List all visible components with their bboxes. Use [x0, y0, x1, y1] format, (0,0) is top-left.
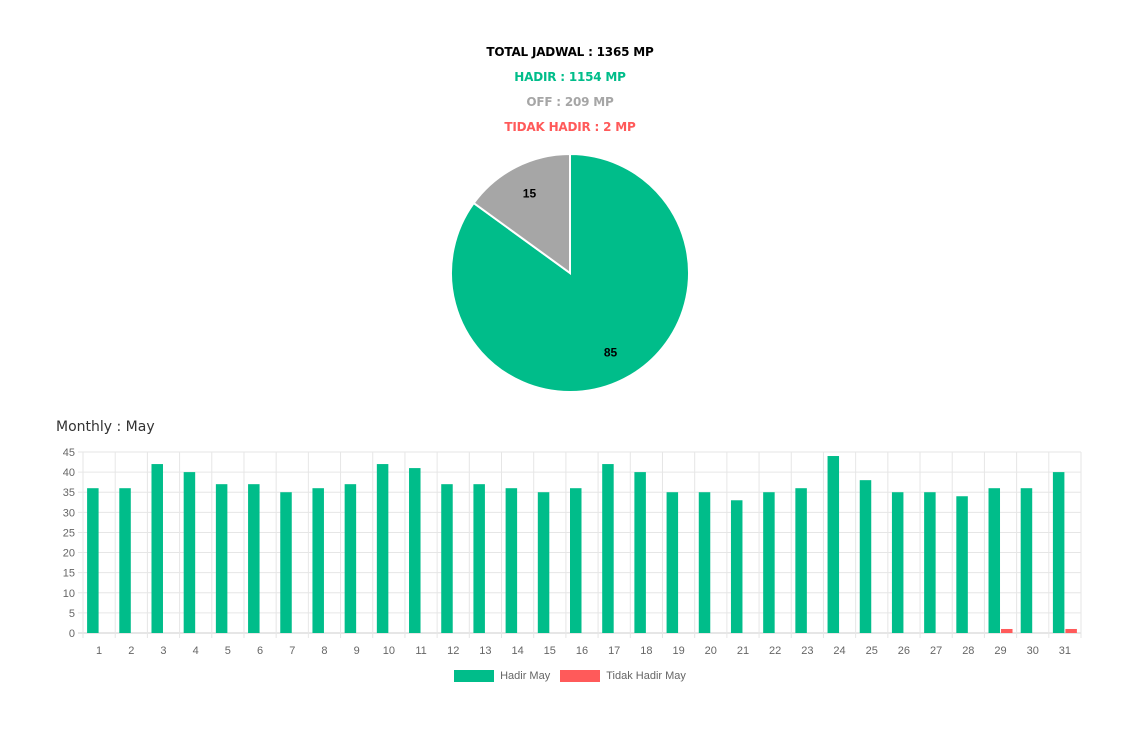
- bar-hadir[interactable]: [859, 480, 872, 633]
- legend-label-hadir: Hadir May: [500, 670, 551, 682]
- bar-hadir[interactable]: [1020, 488, 1033, 633]
- bar-tidak-hadir[interactable]: [1065, 628, 1077, 633]
- bar-hadir[interactable]: [376, 464, 389, 633]
- x-tick-label: 12: [447, 645, 459, 657]
- y-tick-label: 0: [69, 628, 75, 640]
- bar-hadir[interactable]: [280, 492, 292, 633]
- x-tick-label: 30: [1027, 645, 1039, 657]
- legend-label-tidak-hadir: Tidak Hadir May: [606, 670, 686, 682]
- bar-hadir[interactable]: [570, 488, 582, 633]
- x-tick-label: 5: [225, 645, 231, 657]
- bar-hadir[interactable]: [441, 484, 453, 633]
- bar-hadir[interactable]: [763, 492, 775, 633]
- y-tick-label: 20: [63, 548, 75, 560]
- x-tick-label: 20: [705, 645, 717, 657]
- bar-hadir[interactable]: [312, 488, 324, 633]
- bar-tidak-hadir[interactable]: [1001, 628, 1013, 633]
- bar-hadir[interactable]: [1052, 472, 1065, 633]
- y-tick-label: 15: [63, 568, 75, 580]
- y-tick-label: 25: [63, 527, 75, 539]
- bar-hadir[interactable]: [409, 468, 421, 633]
- legend-swatch-tidak-hadir: [560, 670, 601, 682]
- x-tick-label: 10: [383, 645, 395, 657]
- bar-hadir[interactable]: [505, 488, 518, 633]
- x-tick-label: 3: [160, 645, 166, 657]
- bar-hadir[interactable]: [183, 472, 196, 633]
- present-label: HADIR : 1154 MP: [514, 70, 626, 84]
- bar-hadir[interactable]: [87, 488, 99, 633]
- total-schedule-label: TOTAL JADWAL : 1365 MP: [486, 45, 654, 59]
- y-tick-label: 45: [63, 447, 75, 459]
- bar-hadir[interactable]: [698, 492, 711, 633]
- legend-swatch-hadir: [454, 670, 495, 682]
- x-tick-label: 23: [801, 645, 813, 657]
- legend-item-hadir[interactable]: Hadir May: [454, 670, 550, 682]
- x-tick-label: 6: [257, 645, 263, 657]
- x-tick-label: 9: [354, 645, 360, 657]
- x-tick-label: 26: [898, 645, 910, 657]
- x-tick-label: 14: [511, 645, 523, 657]
- bar-hadir[interactable]: [827, 456, 840, 633]
- pie-slice-1[interactable]: [472, 152, 571, 275]
- y-tick-label: 40: [63, 467, 75, 479]
- bar-hadir[interactable]: [119, 488, 131, 633]
- x-tick-label: 4: [193, 645, 199, 657]
- bar-hadir[interactable]: [666, 492, 679, 633]
- bar-hadir[interactable]: [891, 492, 904, 633]
- absent-label: TIDAK HADIR : 2 MP: [504, 120, 636, 134]
- y-tick-label: 30: [63, 507, 75, 519]
- bar-hadir[interactable]: [537, 492, 550, 633]
- x-tick-label: 2: [128, 645, 134, 657]
- x-tick-label: 28: [962, 645, 974, 657]
- x-tick-label: 17: [608, 645, 620, 657]
- bar-hadir[interactable]: [473, 484, 485, 633]
- bar-hadir[interactable]: [602, 464, 614, 633]
- bar-hadir[interactable]: [344, 484, 357, 633]
- bar-hadir[interactable]: [730, 500, 743, 633]
- x-tick-label: 27: [930, 645, 942, 657]
- legend-item-tidak-hadir[interactable]: Tidak Hadir May: [560, 670, 686, 682]
- chart-legend: Hadir May Tidak Hadir May: [0, 670, 1140, 682]
- x-tick-label: 29: [994, 645, 1006, 657]
- pie-slice-label-1: 15: [523, 186, 537, 200]
- y-tick-label: 5: [69, 608, 75, 620]
- x-tick-label: 13: [479, 645, 491, 657]
- x-tick-label: 25: [866, 645, 878, 657]
- x-tick-label: 19: [672, 645, 684, 657]
- bar-hadir[interactable]: [634, 472, 646, 633]
- x-tick-label: 15: [544, 645, 556, 657]
- x-tick-label: 16: [576, 645, 588, 657]
- bar-hadir[interactable]: [248, 484, 260, 633]
- y-tick-label: 10: [63, 588, 75, 600]
- monthly-title: Monthly : May: [56, 419, 155, 435]
- x-tick-label: 24: [833, 645, 845, 657]
- x-tick-label: 31: [1059, 645, 1071, 657]
- x-tick-label: 1: [96, 645, 102, 657]
- x-tick-label: 7: [289, 645, 295, 657]
- x-tick-label: 21: [737, 645, 749, 657]
- x-tick-label: 11: [415, 645, 426, 657]
- bar-hadir[interactable]: [988, 488, 1001, 633]
- y-tick-label: 35: [63, 487, 75, 499]
- attendance-pie-chart: 85 15: [450, 152, 690, 393]
- bar-hadir[interactable]: [924, 492, 936, 633]
- pie-slice-label-0: 85: [604, 346, 618, 360]
- off-label: OFF : 209 MP: [526, 95, 614, 109]
- x-tick-label: 8: [321, 645, 327, 657]
- x-tick-label: 22: [769, 645, 781, 657]
- bar-hadir[interactable]: [215, 484, 228, 633]
- bar-hadir[interactable]: [795, 488, 807, 633]
- x-tick-label: 18: [640, 645, 652, 657]
- bar-hadir[interactable]: [151, 464, 163, 633]
- bar-hadir[interactable]: [956, 496, 968, 633]
